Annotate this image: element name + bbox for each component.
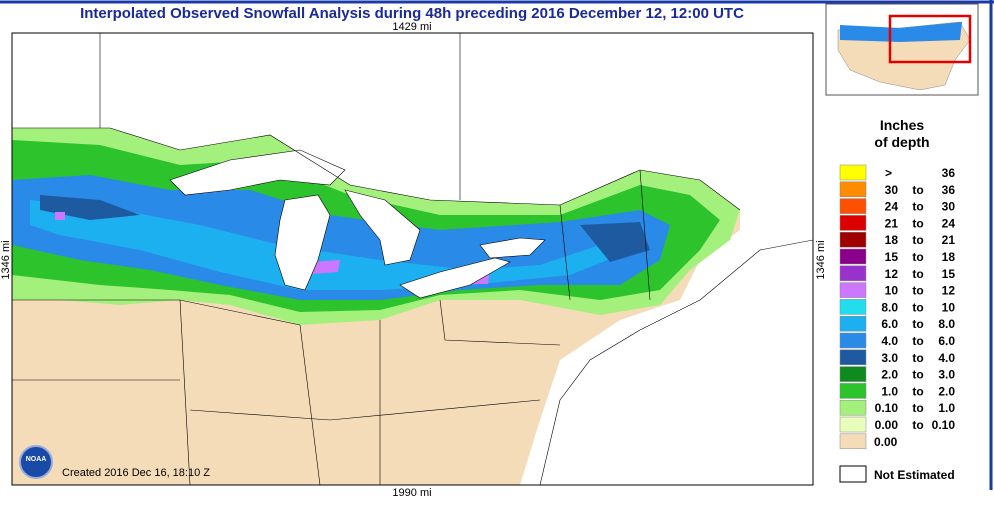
legend-label: 21	[885, 216, 899, 230]
lake-ontario	[479, 237, 546, 259]
legend-label: 12	[885, 267, 899, 281]
legend-label: to	[912, 250, 923, 264]
legend-label: to	[912, 368, 923, 382]
legend-label: 2.0	[938, 384, 955, 398]
legend-swatch	[839, 282, 867, 298]
legend-label: 0.10	[875, 401, 899, 415]
inset-map	[825, 3, 979, 96]
logo-text: NOAA	[26, 456, 47, 463]
legend-label: 36	[942, 183, 956, 197]
legend-label: to	[912, 384, 923, 398]
legend-label: 6.0	[938, 334, 955, 348]
legend-swatch	[839, 332, 867, 349]
lake-superior	[169, 149, 346, 196]
legend-label: 30	[942, 200, 956, 214]
legend-label: 24	[885, 200, 899, 214]
legend-label: to	[912, 351, 923, 365]
legend-label: 1.0	[938, 401, 955, 415]
map	[11, 32, 814, 486]
bottom-distance: 1990 mi	[392, 487, 431, 499]
snow-dark	[40, 195, 650, 262]
legend-label: 0.00	[875, 418, 899, 432]
legend-label: 0.10	[932, 418, 956, 432]
legend-label: to	[912, 317, 923, 331]
legend-label: to	[912, 284, 923, 298]
legend-label: 15	[885, 250, 899, 264]
legend-label: 2.0	[881, 368, 898, 382]
legend-label: 24	[942, 216, 956, 230]
noaa-logo	[19, 445, 53, 479]
legend-swatch	[839, 315, 867, 332]
legend-label: to	[912, 267, 923, 281]
legend-label: 10	[942, 300, 956, 314]
legend-label: >	[885, 166, 892, 180]
legend-swatch	[839, 383, 867, 399]
legend-label: to	[912, 200, 923, 214]
legend-swatch	[839, 215, 867, 231]
legend-label: 18	[942, 250, 956, 264]
legend-label: 4.0	[938, 351, 955, 365]
legend-label: 3.0	[881, 351, 898, 365]
legend-label: 30	[885, 183, 899, 197]
not-estimated-label: Not Estimated	[874, 468, 955, 482]
not-estimated-swatch	[839, 465, 867, 483]
legend-label: 8.0	[938, 317, 955, 331]
title: Interpolated Observed Snowfall Analysis …	[80, 5, 744, 22]
right-distance: 1346 mi	[815, 240, 827, 279]
legend-label: to	[912, 334, 923, 348]
lake-michigan	[274, 194, 331, 291]
lake-erie	[399, 257, 511, 299]
atlantic	[539, 239, 813, 485]
legend-label: 21	[942, 233, 956, 247]
legend-swatch	[839, 164, 867, 181]
legend-title: Inches	[880, 117, 925, 133]
legend-label: to	[912, 183, 923, 197]
legend-label: 36	[942, 166, 956, 180]
top-distance: 1429 mi	[392, 21, 431, 33]
legend-label: to	[912, 233, 923, 247]
legend-swatch	[839, 181, 867, 198]
legend-label: to	[912, 216, 923, 230]
map-frame	[11, 32, 814, 486]
legend-swatch	[839, 416, 867, 433]
legend-label: 18	[885, 233, 899, 247]
legend-label: 12	[942, 284, 956, 298]
legend-label: 3.0	[938, 368, 955, 382]
legend-label: 1.0	[881, 384, 898, 398]
legend-label: 6.0	[881, 317, 898, 331]
snow-cyan	[30, 200, 630, 290]
borders	[12, 33, 741, 485]
legend-swatch	[839, 366, 867, 382]
legend-swatch	[839, 399, 867, 416]
legend-title: of depth	[874, 134, 929, 150]
left-distance: 1346 mi	[0, 240, 12, 279]
created-stamp: Created 2016 Dec 16, 18:10 Z	[62, 467, 210, 479]
legend-swatch	[839, 349, 867, 366]
legend-label: 0.00	[874, 435, 898, 449]
legend-swatch	[839, 433, 867, 450]
legend-swatch	[839, 231, 867, 248]
legend-label: to	[912, 300, 923, 314]
legend-swatch	[839, 248, 867, 265]
legend-label: 8.0	[881, 300, 898, 314]
legend-swatch	[839, 265, 867, 282]
legend: >36 30 to 36 24 to 30 21 to 24 18 to 21 15 to 18 12 to 15 1…	[839, 164, 956, 450]
legend-label: to	[912, 401, 923, 415]
legend-label: to	[912, 418, 923, 432]
legend-swatch	[839, 299, 867, 315]
legend-label: 15	[942, 267, 956, 281]
legend-label: 10	[885, 284, 899, 298]
lake-huron	[344, 189, 421, 266]
legend-label: 4.0	[881, 334, 898, 348]
legend-swatch	[839, 198, 867, 214]
